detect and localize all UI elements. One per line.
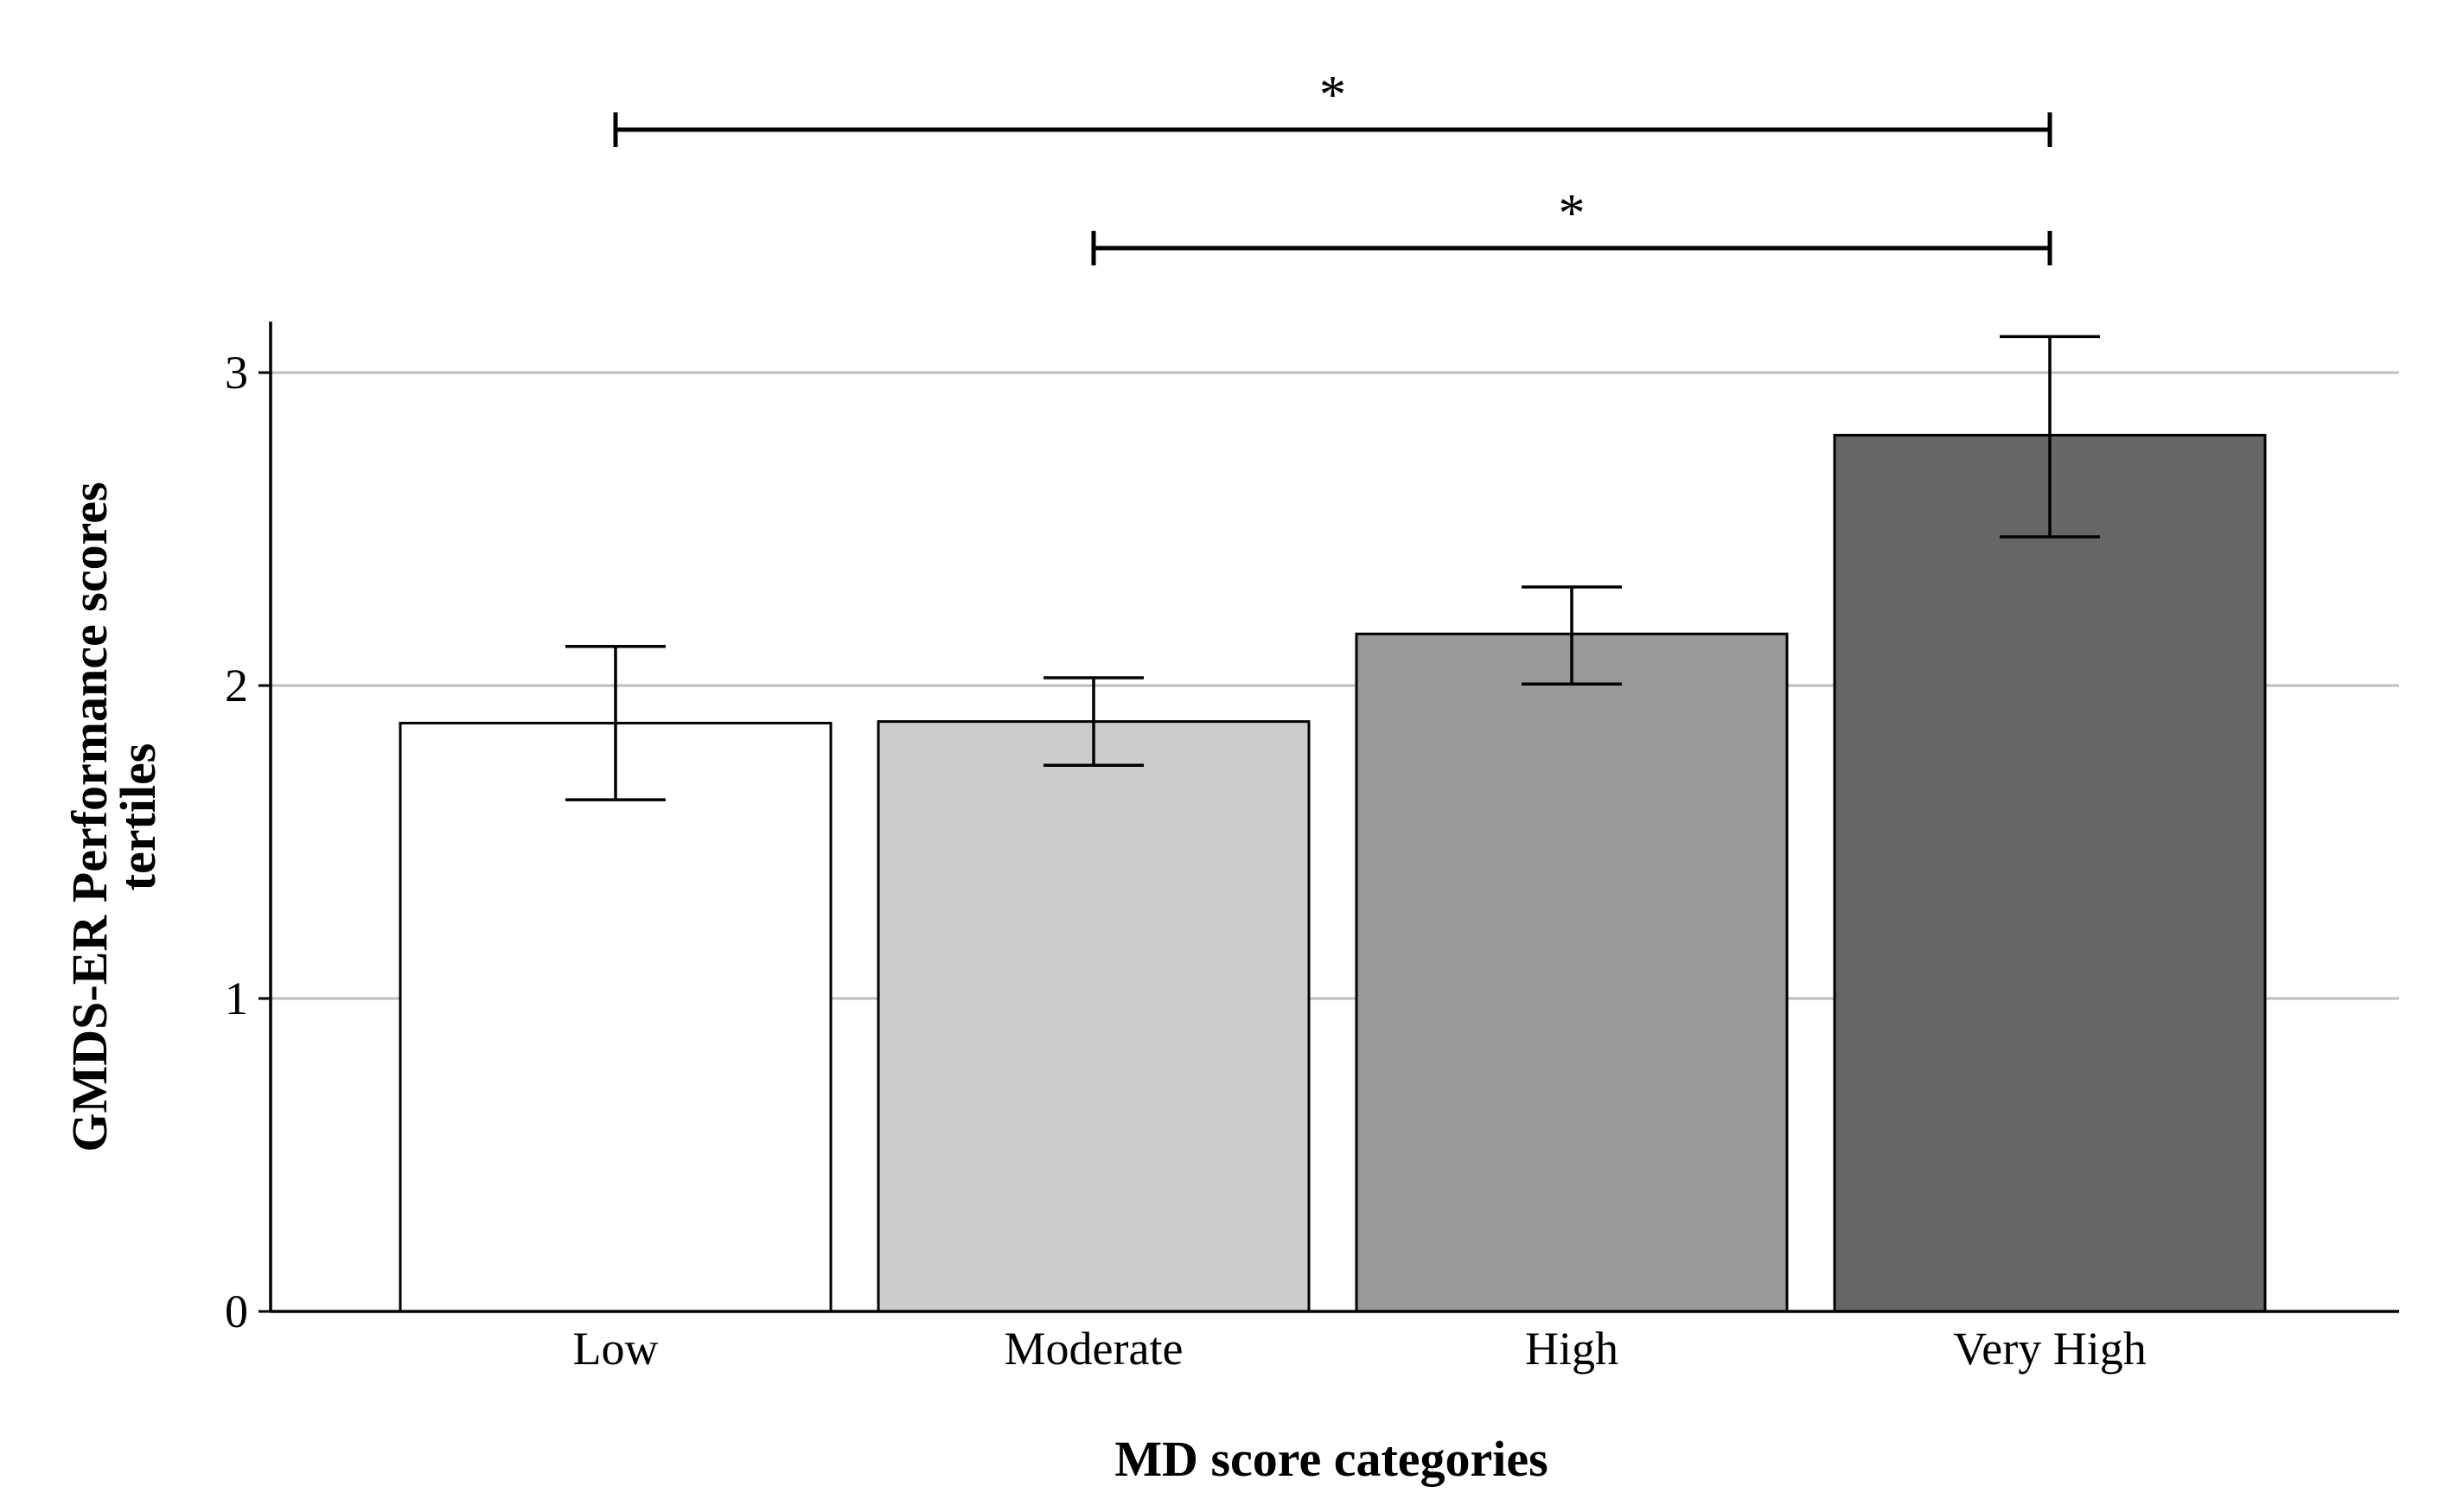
x-axis-title: MD score categories [1114,1431,1548,1487]
significance-star: * [1319,66,1346,124]
significance-bracket: * [613,66,2052,147]
y-axis-title: GMDS-ER Performance scores tertiles [61,482,166,1152]
bar-low [399,721,833,1313]
y-tick-label: 2 [225,660,248,711]
tick-labels: 0 1 2 3 Low Moderate High Very High [225,347,2147,1375]
axes [258,322,2399,1313]
bar-moderate [877,720,1311,1313]
significance-star: * [1559,184,1586,243]
y-axis-title-line-1: GMDS-ER Performance scores [61,482,118,1152]
y-tick-label: 1 [225,973,248,1024]
x-tick-label: High [1525,1323,1618,1375]
y-tick-label: 3 [225,347,248,399]
bar-high [1355,632,1789,1313]
error-bars [565,335,2100,801]
significance-brackets: ** [613,66,2052,265]
significance-bracket: * [1091,184,2052,265]
x-tick-label: Very High [1953,1323,2146,1375]
x-tick-label: Low [573,1323,659,1375]
y-tick-label: 0 [225,1286,248,1337]
y-axis-title-line-2: tertiles [110,743,166,891]
x-tick-label: Moderate [1005,1323,1184,1375]
bars [399,433,2267,1313]
bar-very-high [1833,433,2267,1313]
